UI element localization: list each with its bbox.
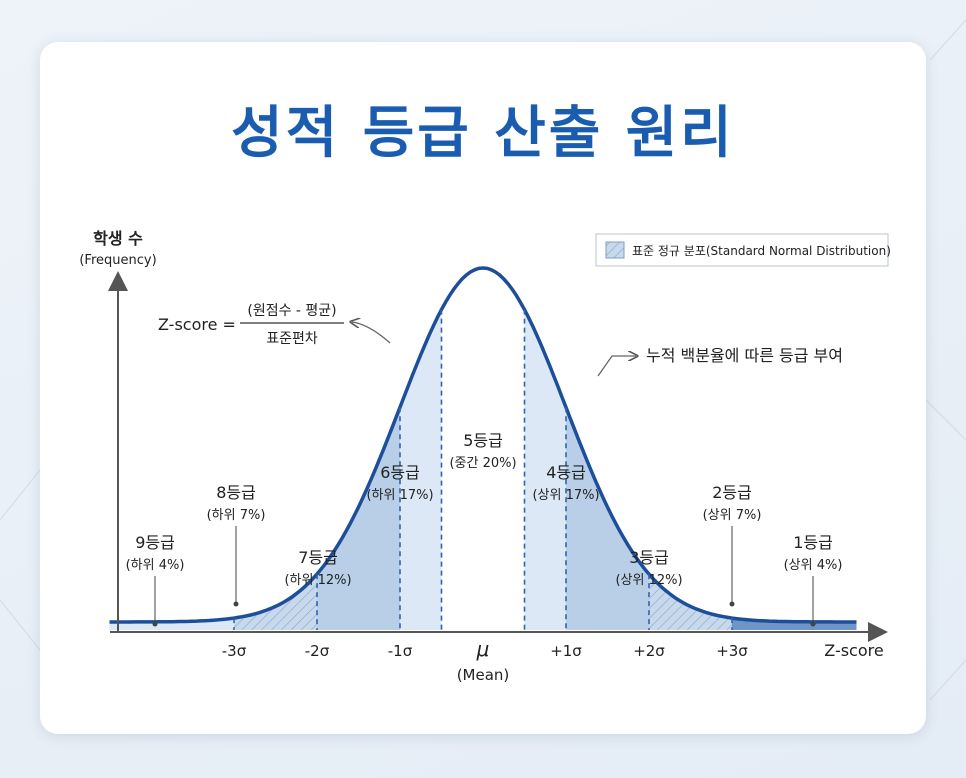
grade-dividers xyxy=(233,309,733,630)
x-tick-label: -2σ xyxy=(305,642,330,660)
grade-percent-note: (상위 17%) xyxy=(532,488,599,503)
x-tick-labels: -3σ -2σ -1σ μ +1σ +2σ +3σ xyxy=(222,637,749,661)
grade-region-2 xyxy=(649,574,732,630)
grade-percent-note: (상위 12%) xyxy=(615,573,682,588)
grade-name: 1등급 xyxy=(793,533,833,552)
annotation-pointer xyxy=(597,356,636,377)
grade-name: 7등급 xyxy=(298,548,338,567)
formula-denominator: 표준편차 xyxy=(266,331,318,347)
y-axis-label: 학생 수 xyxy=(93,229,143,248)
grade-percent-note: (중간 20%) xyxy=(449,456,516,471)
grade-region-5 xyxy=(441,268,525,630)
grade-labels: 9등급 (하위 4%) 8등급 (하위 7%) 7등급 (하위 12%) 6등급 (하위 17… xyxy=(126,431,843,627)
grade-region-4 xyxy=(524,309,566,630)
x-tick-label: -3σ xyxy=(222,642,247,660)
x-tick-label: -1σ xyxy=(388,642,413,660)
grade-name: 3등급 xyxy=(629,548,669,567)
annotation-text: 누적 백분율에 따른 등급 부여 xyxy=(646,346,843,365)
x-tick-label: +2σ xyxy=(633,642,665,660)
mean-label: (Mean) xyxy=(457,666,510,684)
grade-leader-dot xyxy=(233,601,239,607)
page-title: 성적 등급 산출 원리 xyxy=(231,101,735,166)
y-axis-sublabel: (Frequency) xyxy=(79,253,156,268)
grade-annotation: 누적 백분율에 따른 등급 부여 xyxy=(597,346,843,377)
grade-name: 2등급 xyxy=(712,483,752,502)
grade-name: 4등급 xyxy=(546,463,586,482)
legend: 표준 정규 분포(Standard Normal Distribution) xyxy=(595,233,891,267)
grade-name: 8등급 xyxy=(216,483,256,502)
legend-swatch xyxy=(605,241,625,259)
grade-percent-note: (상위 7%) xyxy=(703,508,762,523)
grade-percent-note: (하위 4%) xyxy=(126,558,185,573)
grade-name: 6등급 xyxy=(380,463,420,482)
grade-name: 5등급 xyxy=(463,431,503,450)
grade-percent-note: (상위 4%) xyxy=(784,558,843,573)
grade-percent-note: (하위 12%) xyxy=(284,573,351,588)
grade-leader-dot xyxy=(729,601,735,607)
x-tick-label: +3σ xyxy=(716,642,748,660)
z-score-formula: Z-score = (원점수 - 평균) 표준편차 xyxy=(158,303,391,347)
x-axis-label: Z-score xyxy=(824,641,883,660)
grade-percent-note: (하위 7%) xyxy=(207,508,266,523)
formula-lhs: Z-score = xyxy=(158,315,236,334)
grade-percent-note: (하위 17%) xyxy=(366,488,433,503)
x-tick-label: μ xyxy=(476,637,490,661)
x-tick-label: +1σ xyxy=(550,642,582,660)
grade-region-6 xyxy=(400,309,442,630)
grade-name: 9등급 xyxy=(135,533,175,552)
grade-leader-dot xyxy=(152,621,158,627)
legend-label: 표준 정규 분포(Standard Normal Distribution) xyxy=(632,244,891,258)
grade-leader-dot xyxy=(810,621,816,627)
grade-region-8 xyxy=(234,574,317,630)
formula-pointer xyxy=(352,322,391,344)
formula-numerator: (원점수 - 평균) xyxy=(247,303,336,319)
